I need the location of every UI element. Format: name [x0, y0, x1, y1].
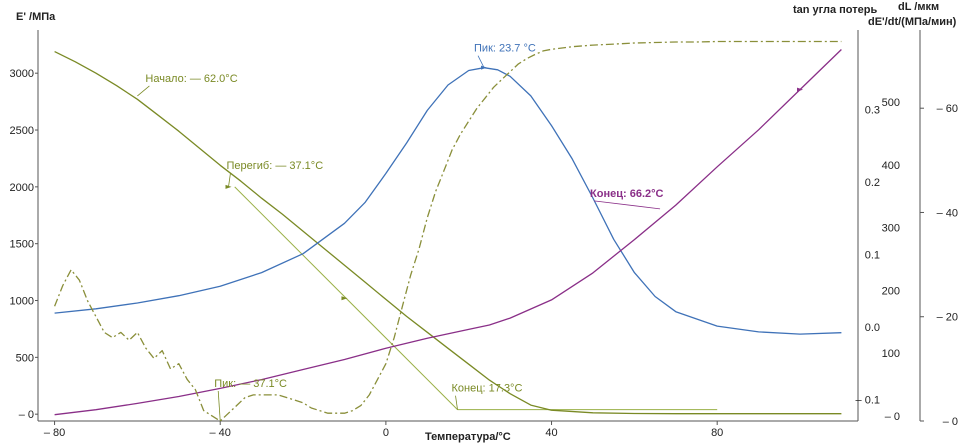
x-tick-label: – 40	[210, 427, 231, 439]
annotation-label: Конец: 66.2°C	[590, 188, 663, 200]
dl-tick-label: 400	[882, 160, 900, 172]
e-tick-label: 3000	[10, 68, 34, 80]
e-tick-label: 500	[16, 352, 34, 364]
dedt-tick-label: – 60	[937, 103, 958, 115]
series-marker	[341, 296, 348, 301]
dedt-tick-label: – 40	[937, 207, 958, 219]
dl-tick-label: 200	[882, 285, 900, 297]
x-tick-label: 80	[711, 427, 723, 439]
annotation-leader	[455, 395, 458, 410]
tan-tick-label: 0.3	[865, 105, 880, 117]
dl-axis-label: dL /мкм	[898, 1, 939, 13]
tan-tick-label: 0.1	[865, 249, 880, 261]
e-tick-label: 2000	[10, 182, 34, 194]
tan-axis-label: tan угла потерь	[793, 4, 877, 16]
x-axis-label: Температура/°C	[425, 431, 511, 443]
annotation-leader	[477, 55, 485, 68]
x-tick-label: 40	[545, 427, 557, 439]
annotation-leader	[228, 172, 231, 187]
dedt-tick-label: – 20	[937, 312, 958, 324]
annotation-label: Перегиб: — 37.1°C	[227, 160, 324, 172]
y-axis-ticks: – 0 500 1000 1500 2000 2500 3000 – 0.1 0.0 0.1 0.2…	[10, 68, 958, 428]
dedt-axis-label: dE'/dt/(МПа/мин)	[868, 16, 957, 28]
annotation-label: Пик: 23.7 °C	[474, 43, 536, 55]
annotations: Начало: — 62.0°C Перегиб: — 37.1°C Пик: 23…	[137, 43, 664, 422]
e-tick-label: – 0	[19, 409, 34, 421]
annotation-label: Пик: — 37.1°C	[214, 378, 287, 390]
dl-tick-label: – 0	[885, 411, 900, 423]
annotation-label: Конец: 17.3°C	[452, 383, 523, 395]
dedt-tick-label: – 0	[943, 416, 958, 428]
x-tick-label: 0	[383, 427, 389, 439]
annotation-leader	[137, 85, 150, 97]
x-axis-ticks: – 80 – 40 0 40 80	[44, 421, 723, 439]
expansion-line	[54, 49, 842, 416]
plot-frame	[37, 30, 921, 422]
x-tick-label: – 80	[44, 427, 65, 439]
annotation-label: Начало: — 62.0°C	[145, 73, 237, 85]
annotation-leader	[593, 200, 661, 210]
dl-tick-label: 500	[882, 97, 900, 109]
storage-modulus-line	[54, 51, 842, 415]
e-tick-label: 1000	[10, 296, 34, 308]
modulus-derivative-line	[53, 40, 842, 422]
dl-tick-label: 300	[882, 223, 900, 235]
e-axis-label: E' /МПа	[16, 11, 56, 23]
tan-tick-label: 0.2	[865, 177, 880, 189]
e-tick-label: 1500	[10, 239, 34, 251]
series-marker	[797, 87, 804, 92]
tan-tick-label: – 0.1	[856, 394, 880, 406]
dl-tick-label: 100	[882, 348, 900, 360]
e-tick-label: 2500	[10, 125, 34, 137]
annotation-leader	[217, 390, 221, 422]
tan-tick-label: 0.0	[865, 322, 880, 334]
